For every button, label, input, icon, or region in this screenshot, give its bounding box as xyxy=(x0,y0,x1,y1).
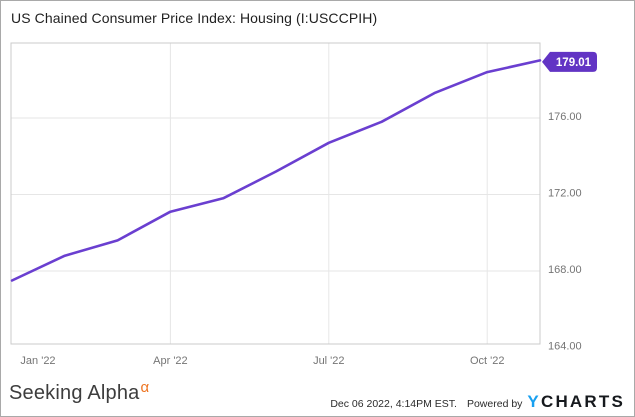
ycharts-logo-charts: CHARTS xyxy=(540,392,625,411)
last-value-badge: 179.01 xyxy=(542,51,597,72)
seeking-alpha-logo-text: Seeking Alpha xyxy=(9,382,140,404)
footer-attribution: Dec 06 2022, 4:14PM EST. Powered by YCHA… xyxy=(330,392,625,412)
y-axis-label: 176.00 xyxy=(548,111,582,123)
x-axis-label: Jul '22 xyxy=(313,355,344,367)
badge-pointer-shape xyxy=(542,51,597,72)
y-axis-label: 172.00 xyxy=(548,187,582,199)
badge-value-label: 179.01 xyxy=(556,57,592,69)
x-axis-label: Apr '22 xyxy=(153,355,188,367)
powered-by-label: Powered by xyxy=(466,398,523,410)
ycharts-logo[interactable]: YCHARTS xyxy=(527,392,625,412)
price-line-chart: 164.00 168.00 172.00 176.00 Jan '22 Apr '22 Ju… xyxy=(10,42,597,367)
x-axis-label: Jan '22 xyxy=(20,355,55,367)
y-axis-label: 168.00 xyxy=(548,264,582,276)
alpha-symbol-icon: α xyxy=(140,379,150,396)
seeking-alpha-logo[interactable]: Seeking Alphaα xyxy=(9,379,150,405)
plot-border xyxy=(10,42,541,345)
series-line xyxy=(10,59,542,282)
quote-timestamp: Dec 06 2022, 4:14PM EST. xyxy=(330,398,457,410)
x-axis-label: Oct '22 xyxy=(470,355,505,367)
chart-title: US Chained Consumer Price Index: Housing… xyxy=(11,10,378,26)
ycharts-logo-y: Y xyxy=(527,392,541,411)
y-axis-label: 164.00 xyxy=(548,340,582,352)
